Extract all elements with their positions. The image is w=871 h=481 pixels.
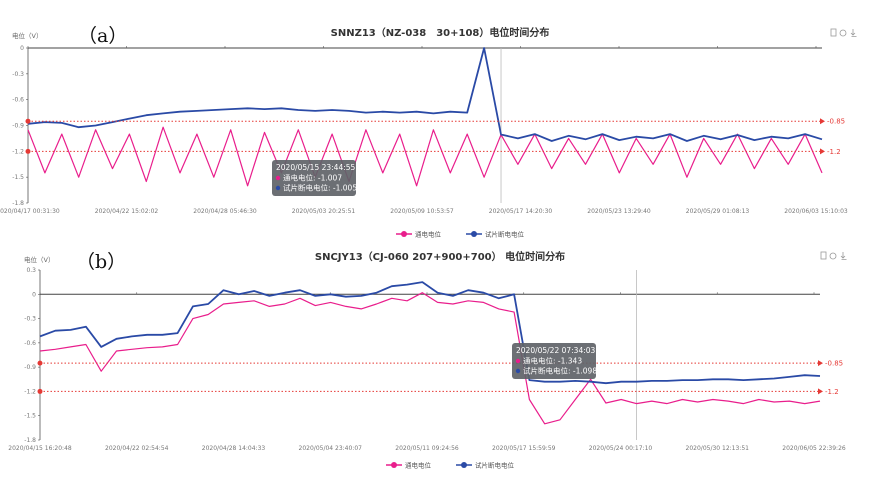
legend-item[interactable]: 试片断电电位 [456, 461, 515, 470]
tooltip-box [272, 160, 356, 196]
x-tick-label: 2020/04/28 14:04:33 [202, 445, 266, 452]
legend-label: 试片断电电位 [485, 230, 525, 239]
x-tick-label: 2020/05/11 09:24:56 [395, 445, 459, 452]
y-tick-label: -0.9 [24, 364, 36, 371]
reference-label: -0.85 [827, 118, 845, 126]
y-tick-label: 0.3 [26, 267, 36, 274]
legend-item[interactable]: 试片断电电位 [466, 230, 525, 239]
x-tick-label: 2020/05/17 15:59:59 [492, 445, 556, 452]
panel-label: （b） [76, 251, 126, 273]
tooltip-marker [275, 185, 281, 191]
x-tick-label: 2020/05/24 00:17:10 [589, 445, 653, 452]
y-tick-label: -0.9 [12, 123, 24, 130]
x-tick-label: 2020/05/17 14:20:30 [489, 208, 553, 215]
y-axis-label: 电位（V） [24, 255, 54, 264]
y-tick-label: -1.8 [24, 437, 36, 444]
toolbox [820, 251, 847, 260]
x-tick-label: 2020/06/05 22:39:26 [782, 445, 846, 452]
reference-arrow-icon [818, 388, 823, 395]
y-tick-label: -0.6 [12, 97, 24, 104]
legend-label: 通电电位 [415, 230, 442, 239]
data-view-icon[interactable] [830, 28, 837, 37]
reference-label: -1.2 [825, 388, 839, 396]
reference-start-marker [25, 118, 31, 124]
x-tick-label: 2020/05/30 12:13:51 [686, 445, 750, 452]
y-tick-label: -1.2 [24, 388, 36, 395]
legend-marker [461, 462, 467, 468]
y-tick-label: -1.8 [12, 200, 24, 207]
reference-label: -0.85 [825, 360, 843, 368]
download-icon[interactable] [840, 252, 847, 260]
y-tick-label: 0 [20, 45, 24, 52]
y-axis-label: 电位（V） [12, 31, 42, 40]
series-line-off-potential [39, 281, 821, 385]
x-tick-label: 2020/04/15 16:20:48 [8, 445, 72, 452]
reference-label: -1.2 [827, 148, 841, 156]
reference-arrow-icon [820, 148, 825, 155]
legend: 通电电位 试片断电电位 [396, 230, 525, 239]
tooltip-marker [515, 358, 521, 364]
tooltip-row: 试片断电电位: -1.098 [523, 366, 597, 376]
tooltip-time: 2020/05/22 07:34:03 [516, 346, 596, 355]
reference-start-marker [25, 148, 31, 154]
panel-label: （a） [78, 25, 127, 47]
y-tick-label: -1.5 [12, 174, 24, 181]
reference-arrow-icon [818, 360, 823, 367]
chart-b: （b） SNCJY13（CJ-060 207+900+700） 电位时间分布 电位（… [8, 250, 847, 470]
series-line-off-potential [27, 47, 823, 142]
refresh-icon[interactable] [839, 29, 847, 37]
tooltip-box [512, 343, 596, 379]
download-icon[interactable] [850, 29, 857, 37]
x-tick-label: 2020/04/17 00:31:30 [0, 208, 60, 215]
x-tick-label: 2020/05/04 23:40:07 [299, 445, 363, 452]
y-tick-label: -0.6 [24, 340, 36, 347]
reference-start-marker [37, 388, 43, 394]
y-tick-label: -1.2 [12, 148, 24, 155]
tooltip-marker [275, 175, 281, 181]
x-tick-label: 2020/06/03 15:10:03 [784, 208, 848, 215]
legend-label: 通电电位 [405, 461, 432, 470]
tooltip-time: 2020/05/15 23:44:55 [276, 163, 356, 172]
x-tick-label: 2020/04/28 05:46:30 [193, 208, 257, 215]
reference-start-marker [37, 360, 43, 366]
y-tick-label: 0 [32, 291, 36, 298]
x-tick-label: 2020/05/23 13:29:40 [587, 208, 651, 215]
y-tick-label: -0.3 [12, 71, 24, 78]
tooltip-marker [515, 368, 521, 374]
x-tick-label: 2020/05/03 20:25:51 [292, 208, 356, 215]
x-tick-label: 2020/04/22 15:02:02 [95, 208, 159, 215]
legend-marker [391, 462, 397, 468]
chart-title: SNNZ13（NZ-038 30+108）电位时间分布 [331, 26, 550, 39]
tooltip-row: 通电电位: -1.007 [283, 173, 342, 183]
refresh-icon[interactable] [829, 252, 837, 260]
x-tick-label: 2020/05/29 01:08:13 [686, 208, 750, 215]
legend-item[interactable]: 通电电位 [396, 230, 442, 239]
chart-title: SNCJY13（CJ-060 207+900+700） 电位时间分布 [315, 250, 565, 263]
tooltip-row: 试片断电电位: -1.005 [283, 183, 357, 193]
y-tick-label: -1.5 [24, 413, 36, 420]
legend-marker [401, 231, 407, 237]
reference-arrow-icon [820, 118, 825, 125]
legend-label: 试片断电电位 [475, 461, 515, 470]
series-line-on-potential [39, 292, 821, 425]
chart-a: （a） SNNZ13（NZ-038 30+108）电位时间分布 电位（V） 0 -0.3… [0, 25, 857, 239]
legend-marker [471, 231, 477, 237]
series-line-on-potential [27, 126, 823, 187]
x-tick-label: 2020/05/09 10:53:57 [390, 208, 454, 215]
data-view-icon[interactable] [820, 251, 827, 260]
toolbox [830, 28, 857, 37]
x-tick-label: 2020/04/22 02:54:54 [105, 445, 169, 452]
legend-item[interactable]: 通电电位 [386, 461, 432, 470]
tooltip-row: 通电电位: -1.343 [523, 356, 582, 366]
legend: 通电电位 试片断电电位 [386, 461, 515, 470]
y-tick-label: -0.3 [24, 316, 36, 323]
